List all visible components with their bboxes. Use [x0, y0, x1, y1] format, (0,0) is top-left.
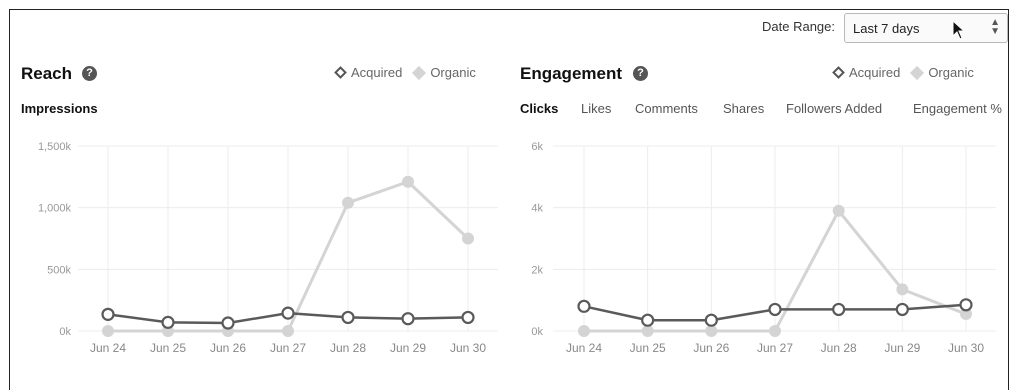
date-range-label: Date Range: [762, 19, 835, 34]
reach-xtick-label: Jun 24 [90, 341, 126, 355]
engagement-xtick-label: Jun 26 [693, 341, 729, 355]
select-arrows-icon: ▲ ▼ [990, 17, 1000, 37]
engagement-acquired-point [832, 302, 846, 317]
reach-xtick-label: Jun 27 [270, 341, 306, 355]
engagement-ytick-label: 0k [531, 326, 543, 338]
reach-ytick-label: 1,000k [38, 203, 72, 215]
reach-xtick-label: Jun 30 [450, 341, 486, 355]
reach-acquired-point [341, 310, 355, 325]
reach-title: Reach [21, 64, 73, 83]
tab-shares[interactable]: Shares [723, 101, 765, 116]
reach-organic-point [342, 196, 354, 209]
mouse-cursor-icon [952, 20, 966, 40]
date-range-select[interactable]: Last 7 days ▲ ▼ [844, 13, 1008, 43]
reach-xtick-label: Jun 26 [210, 341, 246, 355]
engagement-acquired-point [768, 302, 782, 317]
date-range-value: Last 7 days [853, 21, 920, 36]
engagement-acquired-point [895, 302, 909, 317]
reach-ytick-label: 500k [47, 264, 71, 276]
engagement-organic-point [769, 325, 781, 337]
engagement-xtick-label: Jun 24 [566, 341, 602, 355]
reach-xtick-label: Jun 29 [390, 341, 426, 355]
engagement-acquired-point [959, 298, 973, 312]
tab-comments[interactable]: Comments [635, 101, 698, 116]
reach-acquired-point [461, 310, 475, 325]
reach-xtick-label: Jun 25 [150, 341, 186, 355]
tab-engagement-percent[interactable]: Engagement % [913, 101, 1002, 116]
reach-organic-point [402, 175, 414, 188]
reach-legend-acquired: Acquired [351, 65, 403, 80]
engagement-acquired-point [704, 313, 718, 327]
engagement-xtick-label: Jun 25 [630, 341, 666, 355]
reach-legend: Acquired Organic [334, 65, 476, 80]
engagement-title: Engagement [520, 64, 623, 83]
reach-xtick-label: Jun 28 [330, 341, 366, 355]
engagement-xtick-label: Jun 30 [948, 341, 984, 355]
tab-clicks[interactable]: Clicks [520, 101, 559, 116]
tab-impressions[interactable]: Impressions [21, 101, 98, 116]
engagement-organic-point [896, 283, 909, 296]
engagement-legend-acquired: Acquired [849, 65, 901, 80]
engagement-organic-point [641, 325, 654, 337]
engagement-legend-organic: Organic [928, 65, 974, 80]
reach-ytick-label: 0k [59, 326, 71, 338]
reach-organic-point [282, 325, 294, 337]
engagement-organic-point [705, 325, 718, 337]
engagement-xtick-label: Jun 27 [757, 341, 793, 355]
reach-organic-point [102, 325, 114, 337]
reach-acquired-point [161, 315, 175, 329]
reach-acquired-point [401, 312, 415, 326]
reach-acquired-point [221, 316, 235, 330]
engagement-help-icon[interactable]: ? [633, 66, 648, 81]
engagement-organic-point [832, 204, 845, 217]
reach-legend-organic: Organic [430, 65, 476, 80]
tab-likes[interactable]: Likes [581, 101, 612, 116]
engagement-legend: Acquired Organic [832, 65, 974, 80]
engagement-ytick-label: 4k [531, 203, 543, 215]
engagement-xtick-label: Jun 29 [884, 341, 920, 355]
engagement-acquired-point [641, 313, 655, 327]
engagement-xtick-label: Jun 28 [821, 341, 857, 355]
engagement-ytick-label: 2k [531, 264, 543, 276]
reach-ytick-label: 1,500k [38, 141, 72, 153]
engagement-acquired-point [577, 299, 591, 313]
reach-acquired-point [101, 307, 115, 321]
reach-help-icon[interactable]: ? [82, 66, 97, 81]
engagement-ytick-label: 6k [531, 141, 543, 153]
reach-organic-point [462, 232, 474, 245]
reach-acquired-point [281, 306, 295, 320]
tab-followers-added[interactable]: Followers Added [786, 101, 883, 116]
engagement-organic-point [578, 325, 590, 337]
